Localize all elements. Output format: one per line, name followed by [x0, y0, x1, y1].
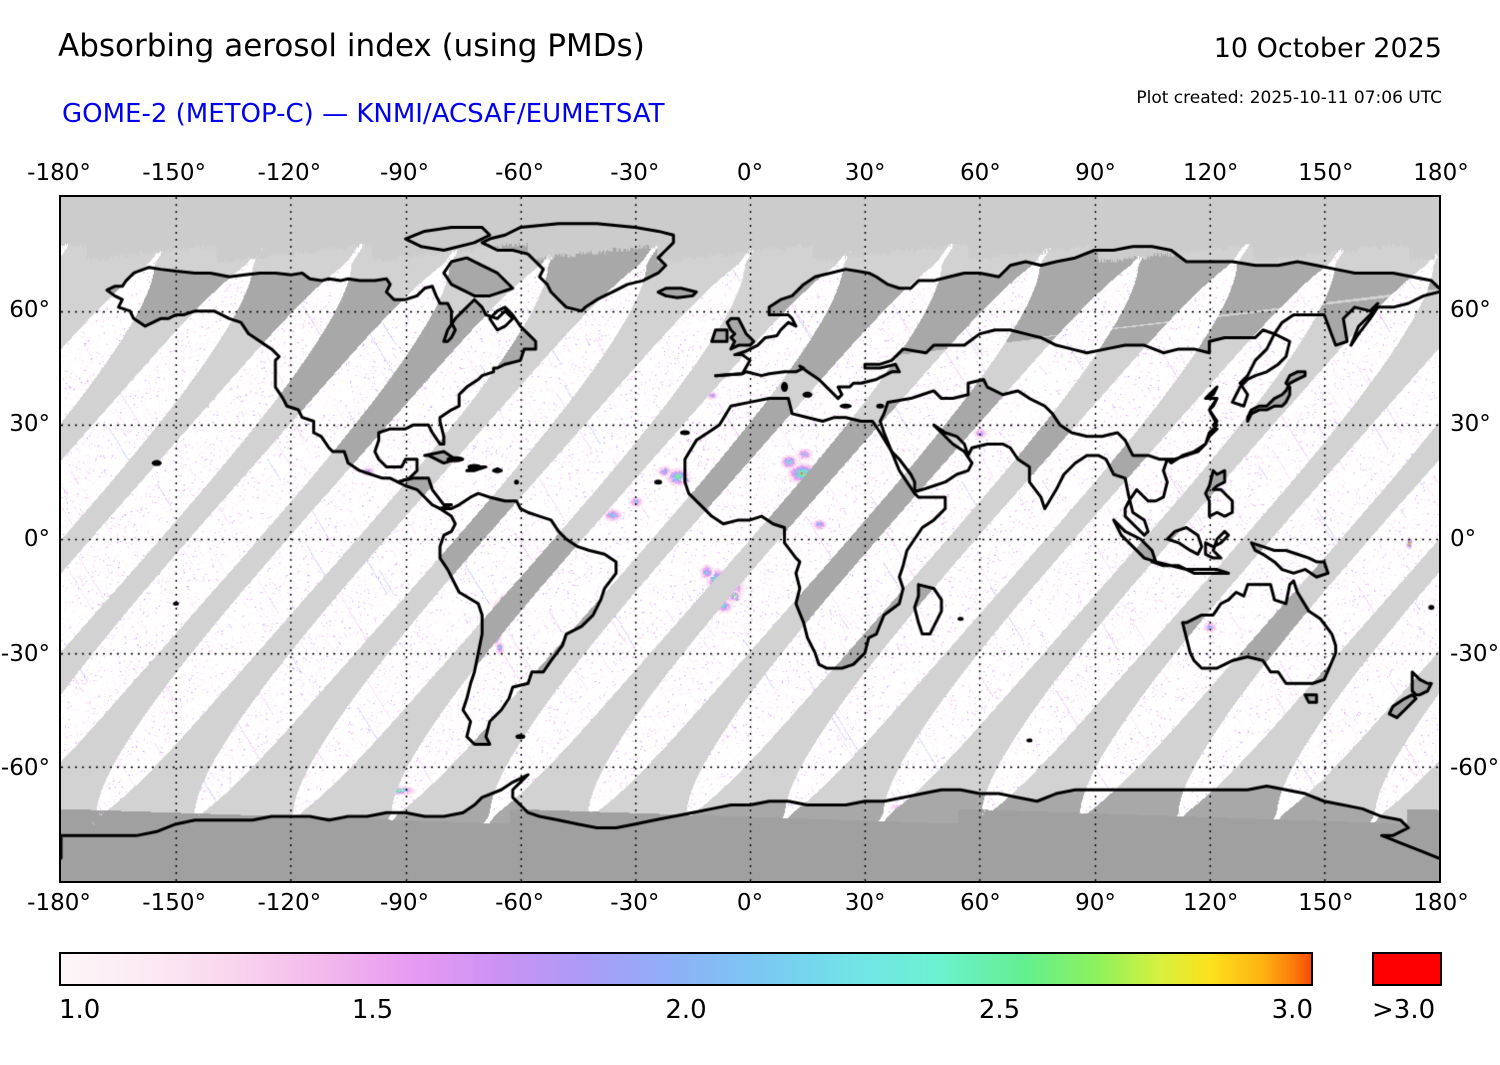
- axis-tick-label: 0°: [736, 890, 764, 916]
- axis-tick-label: 0°: [736, 160, 764, 186]
- axis-tick-label: 0°: [23, 526, 50, 552]
- colorbar-tick-label: 3.0: [1271, 995, 1313, 1025]
- axis-tick-label: 60°: [959, 890, 1001, 916]
- axis-tick-label: -90°: [379, 160, 430, 186]
- colorbar-gradient: [59, 952, 1313, 986]
- axis-tick-label: -30°: [610, 890, 660, 916]
- axis-tick-label: -120°: [257, 890, 322, 916]
- axis-tick-label: 150°: [1298, 890, 1354, 916]
- axis-tick-label: 150°: [1298, 160, 1354, 186]
- axis-tick-label: 30°: [844, 160, 886, 186]
- axis-tick-label: -30°: [610, 160, 660, 186]
- axis-tick-label: -60°: [495, 160, 545, 186]
- instrument-subtitle: GOME-2 (METOP-C) — KNMI/ACSAF/EUMETSAT: [62, 99, 665, 129]
- axis-tick-label: -180°: [27, 890, 91, 916]
- colorbar-tick-label: 2.5: [978, 995, 1021, 1025]
- axis-tick-label: 120°: [1182, 890, 1239, 916]
- axis-tick-label: 0°: [1450, 526, 1477, 552]
- axis-tick-label: -180°: [27, 160, 91, 186]
- axis-tick-label: 60°: [959, 160, 1001, 186]
- axis-tick-label: -60°: [0, 755, 50, 782]
- axis-tick-label: 90°: [1075, 160, 1116, 186]
- axis-tick-label: -150°: [142, 160, 207, 186]
- plot-created-timestamp: Plot created: 2025-10-11 07:06 UTC: [1136, 88, 1442, 108]
- axis-tick-label: 180°: [1413, 160, 1469, 186]
- axis-tick-label: -120°: [257, 160, 322, 186]
- colorbar-tick-label: 2.0: [665, 995, 707, 1025]
- axis-tick-label: -90°: [379, 890, 430, 916]
- axis-tick-label: -30°: [1450, 640, 1500, 667]
- axis-tick-label: 180°: [1413, 890, 1469, 916]
- map-plot-area: [59, 195, 1441, 883]
- axis-tick-label: 30°: [844, 890, 886, 916]
- colorbar-tick-label: >3.0: [1372, 995, 1436, 1025]
- axis-tick-label: 90°: [1075, 890, 1116, 916]
- axis-tick-label: 60°: [1450, 296, 1491, 323]
- colorbar-tick-label: 1.5: [351, 995, 394, 1025]
- colorbar-overflow-swatch: [1372, 952, 1442, 986]
- axis-tick-label: 120°: [1182, 160, 1239, 186]
- colorbar-tick-label: 1.0: [59, 995, 101, 1025]
- observation-date: 10 October 2025: [1213, 33, 1442, 64]
- axis-tick-label: -60°: [495, 890, 545, 916]
- axis-tick-label: -30°: [0, 640, 50, 667]
- page-title: Absorbing aerosol index (using PMDs): [58, 28, 645, 64]
- axis-tick-label: -150°: [142, 890, 207, 916]
- axis-tick-label: 30°: [9, 411, 50, 438]
- aerosol-index-map: [61, 197, 1439, 881]
- axis-tick-label: 30°: [1450, 411, 1491, 438]
- axis-tick-label: -60°: [1450, 755, 1500, 782]
- axis-tick-label: 60°: [9, 296, 50, 323]
